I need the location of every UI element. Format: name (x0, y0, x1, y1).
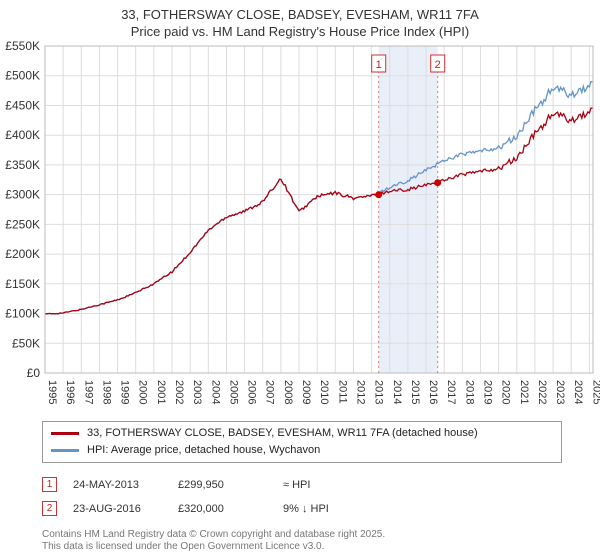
hpi-line (44, 80, 593, 315)
sale-price: £320,000 (178, 502, 224, 515)
svg-text:2003: 2003 (191, 380, 203, 404)
svg-text:2007: 2007 (264, 380, 276, 404)
chart-title-block: 33, FOTHERSWAY CLOSE, BADSEY, EVESHAM, W… (0, 0, 600, 41)
property-line-swatch (51, 431, 79, 435)
svg-text:2025: 2025 (590, 380, 600, 404)
sale-marker-box[interactable] (371, 54, 387, 73)
sale-hpi-note: 9% ↓ HPI (283, 502, 329, 515)
x-axis-labels: 1995 1996 1997 1998 1999 2000 2001 2002 2003 2004… (46, 380, 600, 404)
svg-text:2021: 2021 (518, 380, 530, 404)
legend-label: 33, FOTHERSWAY CLOSE, BADSEY, EVESHAM, W… (87, 427, 478, 440)
gridlines (45, 45, 593, 373)
sale-point-dot[interactable] (434, 178, 442, 186)
svg-text:2009: 2009 (300, 380, 312, 404)
sale-price: £299,950 (178, 478, 224, 491)
svg-text:2000: 2000 (137, 380, 149, 404)
svg-text:2005: 2005 (228, 380, 240, 404)
svg-text:2022: 2022 (536, 380, 548, 404)
svg-text:2014: 2014 (391, 380, 403, 404)
svg-text:£200K: £200K (5, 247, 40, 261)
svg-text:£450K: £450K (5, 98, 40, 112)
page-title: 33, FOTHERSWAY CLOSE, BADSEY, EVESHAM, W… (121, 7, 479, 22)
sales-table: 1 24-MAY-2013 £299,950 ≈ HPI 2 23-AUG-20… (42, 473, 562, 521)
sale-marker-box[interactable] (430, 54, 446, 73)
y-axis-labels: £0 £50K £100K £150K £200K £250K £300K £350K £400… (5, 41, 40, 380)
svg-text:2019: 2019 (482, 380, 494, 404)
svg-text:£50K: £50K (12, 336, 40, 350)
svg-text:2001: 2001 (155, 380, 167, 404)
sale-marker-label: 2 (435, 59, 441, 71)
svg-text:2020: 2020 (500, 380, 512, 404)
svg-text:2002: 2002 (173, 380, 185, 404)
price-chart[interactable]: £0 £50K £100K £150K £200K £250K £300K £350K £400… (0, 41, 600, 419)
svg-text:2016: 2016 (427, 380, 439, 404)
svg-text:2011: 2011 (336, 380, 348, 404)
hpi-line-swatch (51, 448, 79, 452)
footer-line2: This data is licensed under the Open Gov… (42, 541, 325, 553)
plot-border (44, 45, 594, 374)
copyright-footer: Contains HM Land Registry data © Crown c… (42, 529, 562, 554)
footer-line1: Contains HM Land Registry data © Crown c… (42, 528, 386, 540)
svg-text:£350K: £350K (5, 158, 40, 172)
svg-text:£250K: £250K (5, 217, 40, 231)
svg-text:2013: 2013 (373, 380, 385, 404)
svg-text:£100K: £100K (5, 306, 40, 320)
sale-marker-label: 1 (376, 59, 382, 71)
legend-item-property: 33, FOTHERSWAY CLOSE, BADSEY, EVESHAM, W… (51, 425, 553, 442)
svg-text:1999: 1999 (119, 380, 131, 404)
svg-text:£0: £0 (27, 366, 41, 380)
page-subtitle: Price paid vs. HM Land Registry's House … (130, 23, 470, 39)
svg-text:2017: 2017 (445, 380, 457, 404)
legend-label: HPI: Average price, detached house, Wych… (87, 444, 321, 457)
sale-row-1: 1 24-MAY-2013 £299,950 ≈ HPI (42, 473, 562, 497)
svg-text:2023: 2023 (554, 380, 566, 404)
svg-text:1998: 1998 (100, 380, 112, 404)
svg-text:£550K: £550K (5, 41, 40, 53)
svg-text:2006: 2006 (246, 380, 258, 404)
svg-text:2010: 2010 (318, 380, 330, 404)
sale-marker-badge: 1 (42, 477, 57, 493)
svg-text:1996: 1996 (64, 380, 76, 404)
svg-text:1995: 1995 (46, 380, 58, 404)
svg-text:£500K: £500K (5, 68, 40, 82)
sale-marker-badge: 2 (42, 501, 57, 517)
svg-text:£400K: £400K (5, 128, 40, 142)
sale-point-dot[interactable] (375, 190, 383, 198)
svg-text:£150K: £150K (5, 277, 40, 291)
svg-text:2024: 2024 (572, 380, 584, 404)
svg-text:2008: 2008 (282, 380, 294, 404)
svg-text:2015: 2015 (409, 380, 421, 404)
sale-hpi-note: ≈ HPI (283, 478, 311, 491)
svg-text:1997: 1997 (82, 380, 94, 404)
legend-item-hpi: HPI: Average price, detached house, Wych… (51, 442, 553, 459)
sale-row-2: 2 23-AUG-2016 £320,000 9% ↓ HPI (42, 497, 562, 521)
price-chart-svg[interactable]: £0 £50K £100K £150K £200K £250K £300K £350K £400… (0, 41, 600, 419)
chart-legend: 33, FOTHERSWAY CLOSE, BADSEY, EVESHAM, W… (42, 420, 562, 463)
svg-text:2012: 2012 (355, 380, 367, 404)
svg-text:2018: 2018 (463, 380, 475, 404)
sale-date: 23-AUG-2016 (73, 502, 141, 515)
sale-date: 24-MAY-2013 (73, 478, 140, 491)
property-line (44, 107, 593, 315)
svg-text:£300K: £300K (5, 187, 40, 201)
svg-text:2004: 2004 (209, 380, 221, 404)
